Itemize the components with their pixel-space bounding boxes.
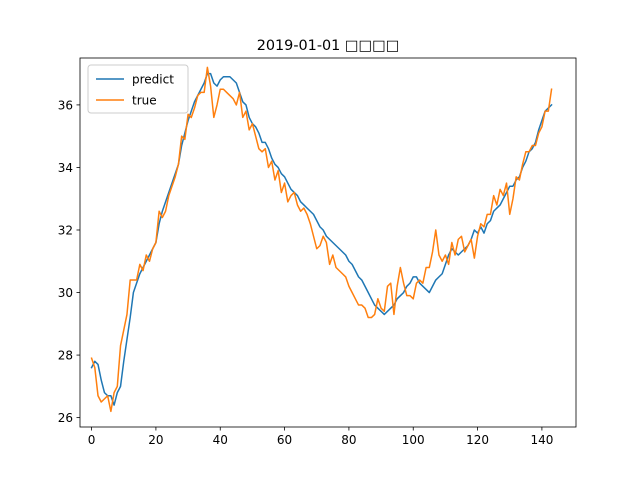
chart-title: 2019-01-01 □□□□: [257, 38, 400, 54]
y-tick-label: 30: [58, 286, 73, 300]
legend: predict true: [87, 64, 189, 114]
x-tick-label: 0: [88, 433, 96, 447]
legend-box: [87, 64, 189, 114]
series-line-predict: [90, 72, 553, 406]
y-tick-label: 34: [58, 161, 73, 175]
y-tick-label: 28: [58, 349, 73, 363]
x-tick-label: 60: [277, 433, 292, 447]
legend-label-true: true: [132, 94, 157, 108]
x-tick-label: 100: [402, 433, 425, 447]
y-tick-label: 32: [58, 223, 73, 237]
x-tick-label: 20: [148, 433, 163, 447]
axes: 0 20 40 60 80 100 120 140 26 28 30 32 34 36: [58, 57, 577, 447]
x-tick-label: 40: [213, 433, 228, 447]
axes-frame: [79, 57, 577, 428]
x-tick-label: 120: [466, 433, 489, 447]
x-tick-label: 140: [530, 433, 553, 447]
x-tick-label: 80: [341, 433, 356, 447]
y-tick-label: 36: [58, 98, 73, 112]
legend-label-predict: predict: [132, 73, 174, 87]
plot-area: [90, 66, 553, 413]
series-line-true: [90, 66, 553, 413]
y-tick-label: 26: [58, 411, 73, 425]
